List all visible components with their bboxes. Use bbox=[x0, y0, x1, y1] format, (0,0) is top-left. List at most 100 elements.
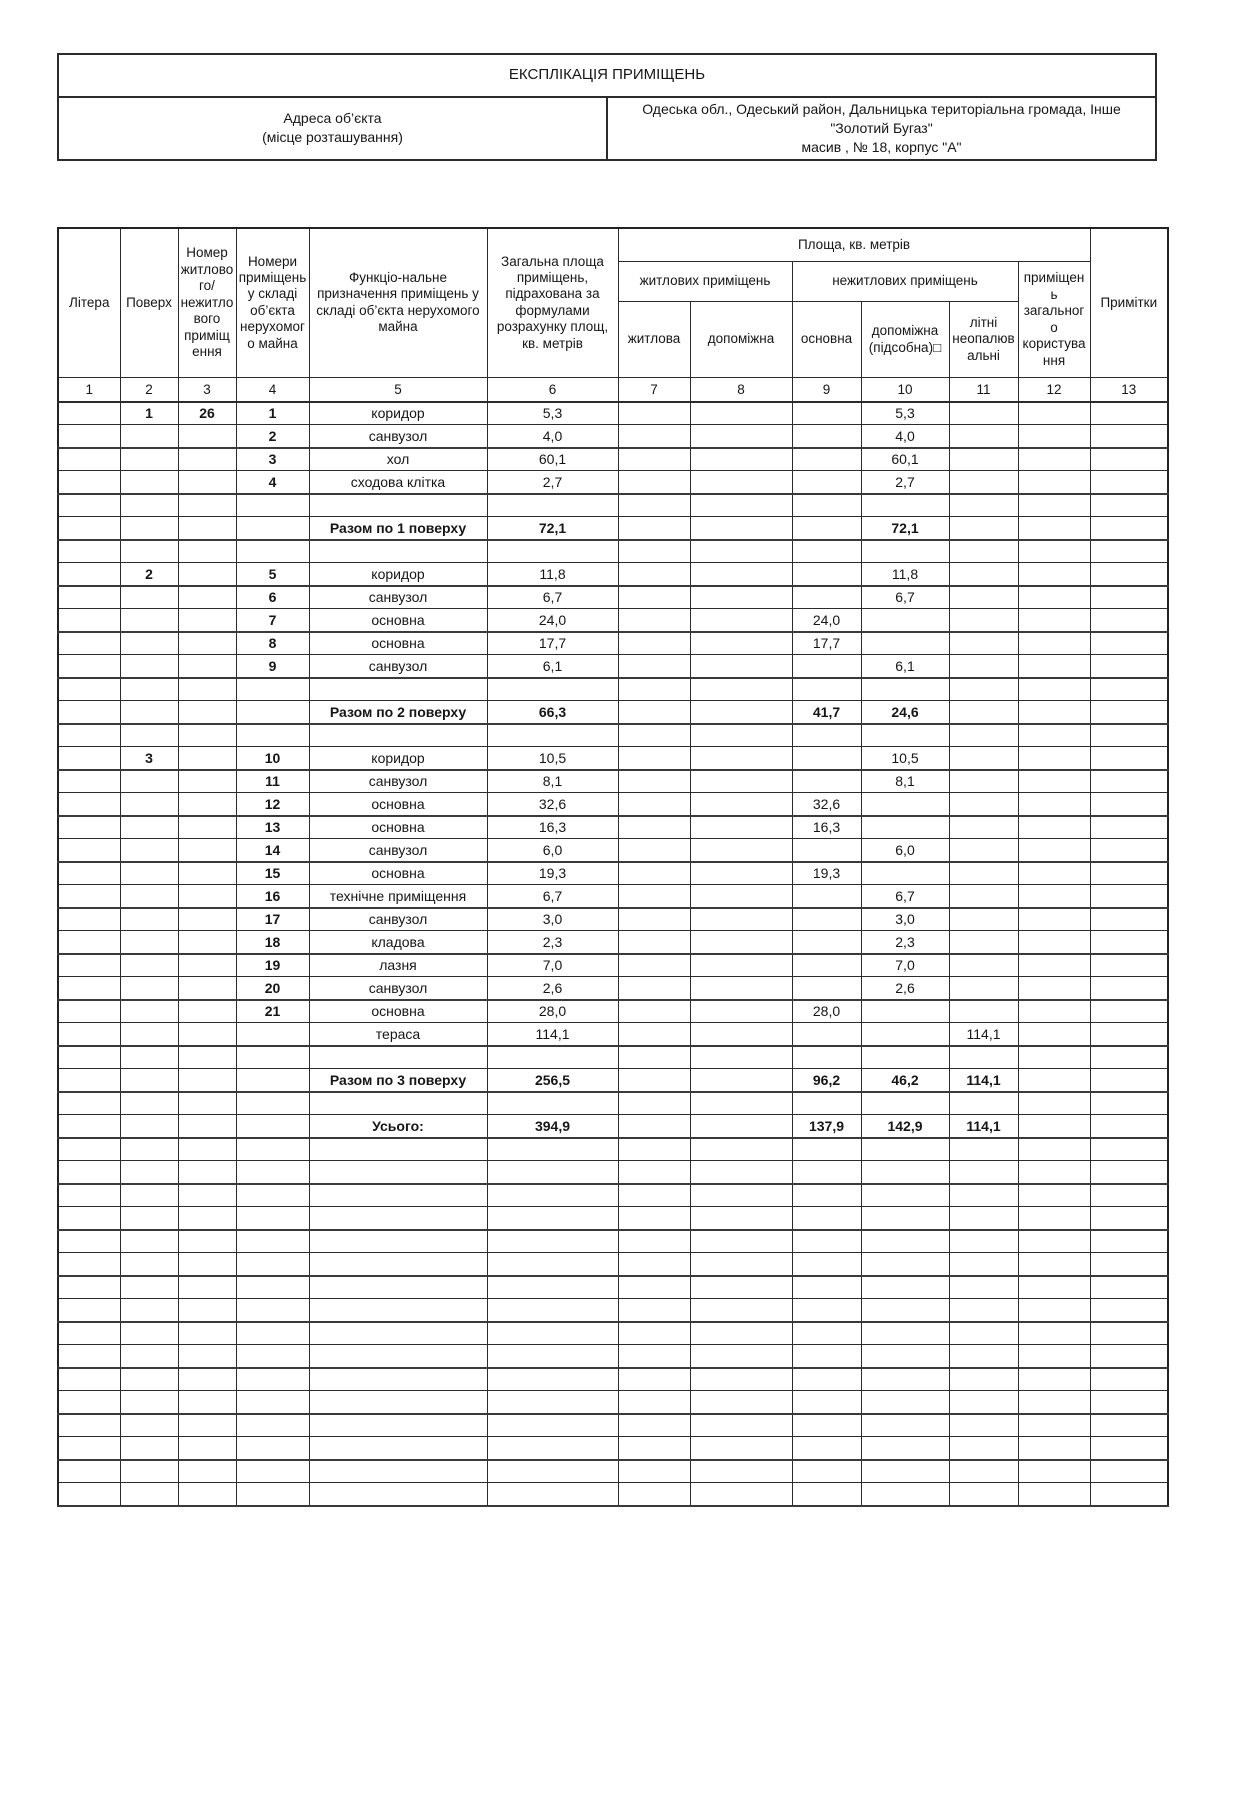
table-cell bbox=[617, 562, 691, 587]
table-cell bbox=[689, 976, 793, 1001]
table-cell: 11 bbox=[235, 769, 310, 794]
table-cell bbox=[617, 1114, 691, 1139]
table-cell bbox=[308, 723, 488, 748]
column-number-cell: 2 bbox=[119, 377, 179, 403]
table-cell: 4,0 bbox=[860, 424, 950, 449]
table-cell bbox=[1089, 447, 1169, 472]
table-cell bbox=[119, 884, 179, 909]
table-cell bbox=[57, 884, 121, 909]
table-cell bbox=[57, 585, 121, 610]
table-cell bbox=[1017, 1114, 1091, 1139]
table-cell bbox=[948, 654, 1019, 679]
table-cell bbox=[57, 769, 121, 794]
table-cell: 6,1 bbox=[860, 654, 950, 679]
table-cell: 60,1 bbox=[860, 447, 950, 472]
table-cell: санвузол bbox=[308, 907, 488, 932]
table-cell bbox=[617, 769, 691, 794]
table-cell bbox=[948, 1252, 1019, 1277]
table-cell: коридор bbox=[308, 401, 488, 426]
table-cell: 5 bbox=[235, 562, 310, 587]
table-cell bbox=[119, 1321, 179, 1346]
table-cell: 8,1 bbox=[860, 769, 950, 794]
table-cell bbox=[617, 884, 691, 909]
table-cell: санвузол bbox=[308, 976, 488, 1001]
table-cell bbox=[617, 1436, 691, 1461]
table-cell bbox=[791, 677, 862, 702]
table-cell: технічне приміщення bbox=[308, 884, 488, 909]
table-cell bbox=[860, 861, 950, 886]
table-cell: 2 bbox=[119, 562, 179, 587]
table-cell bbox=[860, 1022, 950, 1047]
table-cell bbox=[689, 1459, 793, 1484]
table-cell bbox=[119, 1160, 179, 1185]
table-cell bbox=[689, 1045, 793, 1070]
table-cell bbox=[177, 677, 237, 702]
table-row: 16 технічне приміщення 6,7 6,7 bbox=[57, 884, 1169, 909]
table-row bbox=[57, 1091, 1169, 1116]
table-cell bbox=[486, 1344, 619, 1369]
table-cell bbox=[948, 861, 1019, 886]
table-cell bbox=[617, 700, 691, 725]
table-cell bbox=[1089, 1482, 1169, 1507]
table-cell bbox=[119, 861, 179, 886]
table-cell bbox=[617, 792, 691, 817]
table-cell bbox=[860, 1459, 950, 1484]
column-number-cell: 12 bbox=[1017, 377, 1091, 403]
table-cell bbox=[177, 723, 237, 748]
table-cell bbox=[617, 631, 691, 656]
table-cell: 6,7 bbox=[486, 585, 619, 610]
table-cell bbox=[177, 1413, 237, 1438]
table-cell bbox=[860, 1436, 950, 1461]
table-cell bbox=[119, 1022, 179, 1047]
table-cell bbox=[57, 562, 121, 587]
table-cell: 28,0 bbox=[486, 999, 619, 1024]
table-cell bbox=[119, 769, 179, 794]
table-cell bbox=[791, 470, 862, 495]
table-cell bbox=[689, 930, 793, 955]
table-cell bbox=[1017, 1436, 1091, 1461]
table-cell bbox=[689, 516, 793, 541]
table-cell bbox=[57, 930, 121, 955]
table-cell bbox=[617, 1091, 691, 1116]
table-cell bbox=[177, 769, 237, 794]
table-cell bbox=[948, 907, 1019, 932]
table-cell: 2,7 bbox=[860, 470, 950, 495]
table-cell bbox=[617, 815, 691, 840]
table-cell: 13 bbox=[235, 815, 310, 840]
col-header-area-group: Площа, кв. метрів bbox=[617, 227, 1091, 263]
table-cell bbox=[1017, 1206, 1091, 1231]
table-cell bbox=[689, 884, 793, 909]
table-row bbox=[57, 1252, 1169, 1277]
table-cell: 256,5 bbox=[486, 1068, 619, 1093]
table-cell bbox=[948, 470, 1019, 495]
table-cell bbox=[308, 1091, 488, 1116]
table-cell bbox=[689, 999, 793, 1024]
table-cell bbox=[1089, 1183, 1169, 1208]
table-cell bbox=[1089, 1344, 1169, 1369]
table-cell bbox=[617, 1413, 691, 1438]
table-cell bbox=[860, 815, 950, 840]
table-cell: 28,0 bbox=[791, 999, 862, 1024]
table-cell bbox=[791, 838, 862, 863]
address-value-line2: масив , № 18, корпус "А" bbox=[801, 138, 962, 155]
table-cell bbox=[486, 1367, 619, 1392]
table-cell bbox=[486, 1390, 619, 1415]
table-cell: 19 bbox=[235, 953, 310, 978]
table-cell: основна bbox=[308, 792, 488, 817]
table-cell bbox=[617, 516, 691, 541]
col-header-prymitky: Примітки bbox=[1089, 227, 1169, 379]
table-cell bbox=[119, 470, 179, 495]
table-cell bbox=[617, 1459, 691, 1484]
table-cell bbox=[57, 424, 121, 449]
table-cell: 4 bbox=[235, 470, 310, 495]
table-cell bbox=[791, 1045, 862, 1070]
table-cell bbox=[119, 1436, 179, 1461]
table-cell bbox=[617, 1137, 691, 1162]
table-cell bbox=[177, 1367, 237, 1392]
table-cell: 8,1 bbox=[486, 769, 619, 794]
table-cell bbox=[791, 562, 862, 587]
table-cell bbox=[1017, 493, 1091, 518]
table-cell bbox=[948, 1229, 1019, 1254]
table-cell bbox=[177, 1091, 237, 1116]
table-cell bbox=[860, 792, 950, 817]
